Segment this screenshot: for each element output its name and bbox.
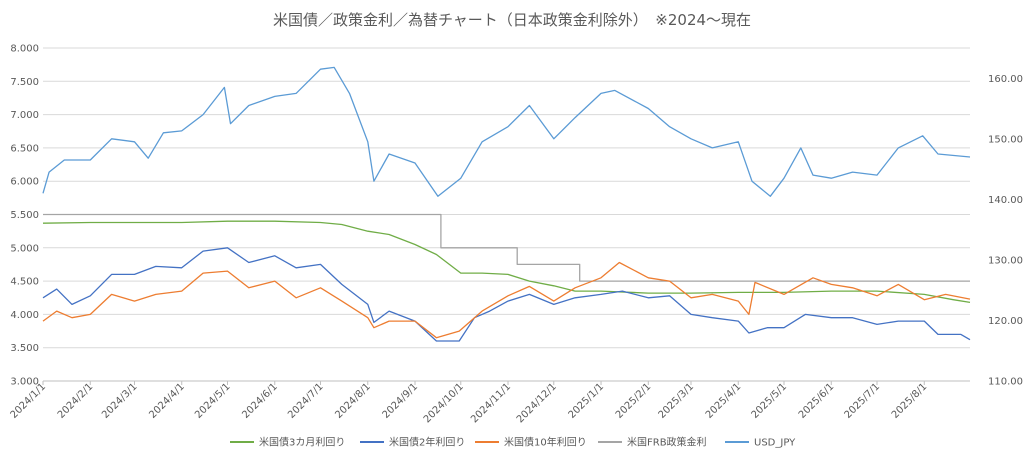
- series-group: [42, 66, 971, 342]
- series-line-1: [42, 247, 971, 342]
- y-right-tick-label: 140.00: [988, 195, 1023, 206]
- y-axis-left: 3.000 3.500 4.000 4.500 5.000 5.500 6.000 6.500…: [10, 44, 39, 388]
- y-left-tick-label: 6.500: [10, 143, 39, 154]
- y-left-tick-label: 6.000: [10, 177, 39, 188]
- legend-label: 米国FRB政策金利: [627, 436, 707, 449]
- series-line-4: [42, 66, 971, 197]
- legend-label: 米国債2年利回り: [389, 436, 465, 449]
- series-line-3: [43, 213, 970, 282]
- legend-label: 米国債10年利回り: [504, 436, 587, 449]
- y-left-tick-label: 3.000: [10, 377, 39, 388]
- gridlines: [43, 47, 970, 382]
- y-left-tick-label: 5.000: [10, 243, 39, 254]
- y-axis-right: 110.00 120.00 130.00 140.00 150.00 160.00: [988, 74, 1023, 388]
- y-left-tick-label: 7.500: [10, 77, 39, 88]
- y-left-tick-label: 4.500: [10, 277, 39, 288]
- y-right-tick-label: 120.00: [988, 316, 1023, 327]
- y-left-tick-label: 5.500: [10, 210, 39, 221]
- y-right-tick-label: 130.00: [988, 255, 1023, 266]
- y-right-tick-label: 150.00: [988, 134, 1023, 145]
- y-left-tick-label: 3.500: [10, 343, 39, 354]
- legend-label: 米国債3カ月利回り: [259, 436, 345, 449]
- series-line-2: [42, 261, 971, 339]
- y-left-tick-label: 7.000: [10, 110, 39, 121]
- chart-title: 米国債／政策金利／為替チャート（日本政策金利除外） ※2024～現在: [273, 11, 751, 29]
- legend-label: USD_JPY: [754, 438, 796, 449]
- series-line-0: [42, 220, 971, 304]
- legend: 米国債3カ月利回り 米国債2年利回り 米国債10年利回り 米国FRB政策金利 USD_J…: [230, 436, 796, 449]
- y-right-tick-label: 160.00: [988, 74, 1023, 85]
- y-left-tick-label: 8.000: [10, 44, 39, 55]
- y-right-tick-label: 110.00: [988, 377, 1023, 388]
- y-left-tick-label: 4.000: [10, 310, 39, 321]
